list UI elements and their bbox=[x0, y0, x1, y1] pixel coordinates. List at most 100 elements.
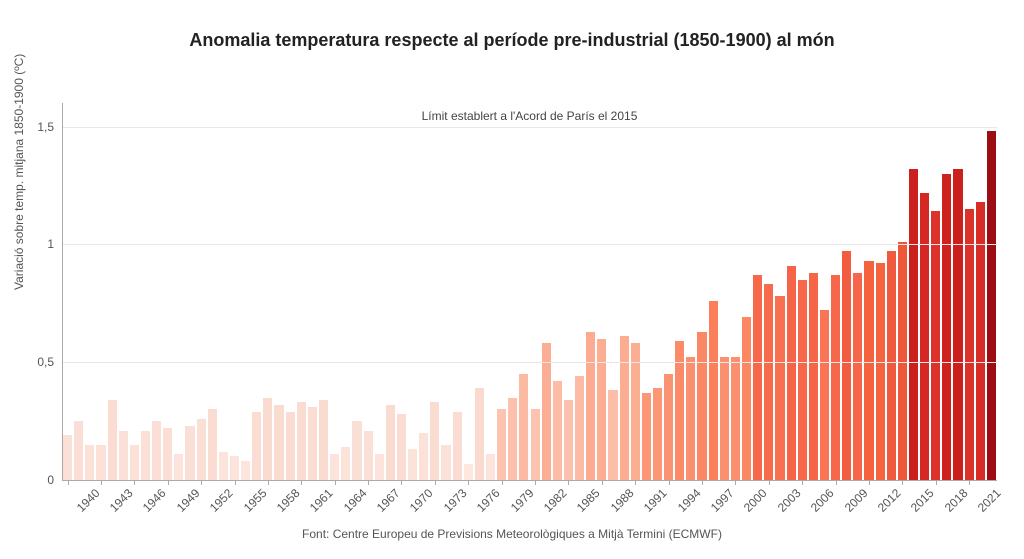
xtick bbox=[134, 480, 135, 485]
xtick-label: 1973 bbox=[441, 486, 470, 515]
xtick-label: 1967 bbox=[374, 486, 403, 515]
bar bbox=[542, 343, 551, 480]
bar bbox=[319, 400, 328, 480]
yaxis-line bbox=[62, 103, 63, 480]
bar bbox=[130, 445, 139, 480]
bar bbox=[742, 317, 751, 480]
bar bbox=[208, 409, 217, 480]
bar bbox=[942, 174, 951, 480]
bar bbox=[475, 388, 484, 480]
xaxis-line bbox=[62, 480, 997, 481]
bar bbox=[419, 433, 428, 480]
xtick-label: 1991 bbox=[641, 486, 670, 515]
bar bbox=[219, 452, 228, 480]
bar bbox=[909, 169, 918, 480]
xtick-label: 1940 bbox=[73, 486, 102, 515]
bar bbox=[686, 357, 695, 480]
bar bbox=[697, 332, 706, 480]
bar bbox=[497, 409, 506, 480]
xtick-label: 1964 bbox=[341, 486, 370, 515]
bar bbox=[364, 431, 373, 480]
xtick bbox=[368, 480, 369, 485]
xtick bbox=[535, 480, 536, 485]
bar bbox=[965, 209, 974, 480]
bar bbox=[586, 332, 595, 480]
bar bbox=[330, 454, 339, 480]
bar bbox=[197, 419, 206, 480]
bar bbox=[753, 275, 762, 480]
xtick bbox=[101, 480, 102, 485]
bar bbox=[653, 388, 662, 480]
bar bbox=[274, 405, 283, 480]
bar bbox=[297, 402, 306, 480]
bar bbox=[386, 405, 395, 480]
xtick bbox=[936, 480, 937, 485]
yaxis-label: Variació sobre temp. mitjana 1850-1900 (… bbox=[12, 54, 26, 290]
bar bbox=[864, 261, 873, 480]
xtick-label: 2009 bbox=[841, 486, 870, 515]
bar bbox=[252, 412, 261, 480]
bar bbox=[286, 412, 295, 480]
xtick bbox=[435, 480, 436, 485]
xtick bbox=[702, 480, 703, 485]
xtick-label: 1982 bbox=[541, 486, 570, 515]
xtick-label: 1976 bbox=[474, 486, 503, 515]
bar bbox=[375, 454, 384, 480]
bar bbox=[397, 414, 406, 480]
gridline bbox=[62, 362, 997, 363]
xtick-label: 2012 bbox=[875, 486, 904, 515]
bar bbox=[731, 357, 740, 480]
bar bbox=[408, 449, 417, 480]
xtick bbox=[468, 480, 469, 485]
xtick-label: 1985 bbox=[574, 486, 603, 515]
bar bbox=[141, 431, 150, 480]
bar bbox=[464, 464, 473, 480]
bar bbox=[341, 447, 350, 480]
xtick bbox=[869, 480, 870, 485]
xtick bbox=[268, 480, 269, 485]
bar bbox=[620, 336, 629, 480]
bar bbox=[553, 381, 562, 480]
bar bbox=[185, 426, 194, 480]
bar bbox=[764, 284, 773, 480]
xtick bbox=[235, 480, 236, 485]
bar bbox=[575, 376, 584, 480]
bar bbox=[352, 421, 361, 480]
xtick-label: 1961 bbox=[307, 486, 336, 515]
bar bbox=[853, 273, 862, 480]
xtick-label: 2018 bbox=[942, 486, 971, 515]
ytick-label: 0 bbox=[47, 473, 54, 487]
ytick-label: 0,5 bbox=[37, 355, 54, 369]
bar bbox=[709, 301, 718, 480]
bar bbox=[564, 400, 573, 480]
bar bbox=[631, 343, 640, 480]
bar bbox=[931, 211, 940, 480]
bar bbox=[230, 456, 239, 480]
bar bbox=[820, 310, 829, 480]
bar bbox=[174, 454, 183, 480]
bar bbox=[85, 445, 94, 480]
bar bbox=[597, 339, 606, 480]
xtick-label: 2021 bbox=[975, 486, 1004, 515]
xtick bbox=[735, 480, 736, 485]
chart-container: Anomalia temperatura respecte al període… bbox=[0, 0, 1024, 559]
xtick-label: 1958 bbox=[274, 486, 303, 515]
bar bbox=[152, 421, 161, 480]
bar bbox=[809, 273, 818, 480]
xtick-label: 1997 bbox=[708, 486, 737, 515]
bar bbox=[486, 454, 495, 480]
xtick-label: 2000 bbox=[741, 486, 770, 515]
xtick-label: 1949 bbox=[174, 486, 203, 515]
bar bbox=[519, 374, 528, 480]
bar bbox=[430, 402, 439, 480]
gridline bbox=[62, 127, 997, 128]
bar bbox=[953, 169, 962, 480]
bar bbox=[720, 357, 729, 480]
bar bbox=[96, 445, 105, 480]
bar bbox=[74, 421, 83, 480]
xtick-label: 1994 bbox=[674, 486, 703, 515]
xtick bbox=[602, 480, 603, 485]
bar bbox=[775, 296, 784, 480]
source-text: Font: Centre Europeu de Previsions Meteo… bbox=[0, 527, 1024, 541]
xtick-label: 2006 bbox=[808, 486, 837, 515]
